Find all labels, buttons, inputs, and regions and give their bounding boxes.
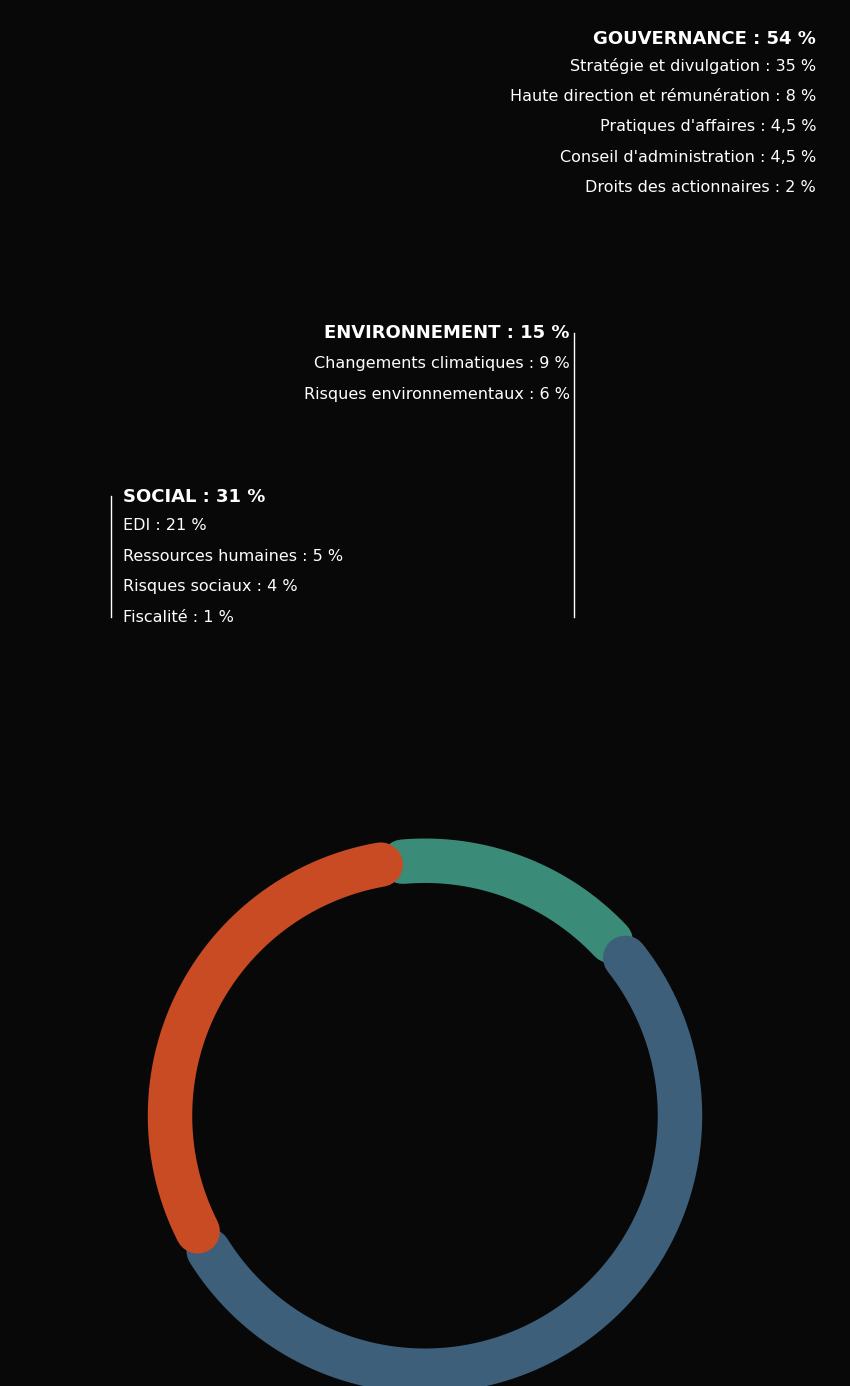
Text: ENVIRONNEMENT : 15 %: ENVIRONNEMENT : 15 % <box>324 324 570 342</box>
Text: Conseil d'administration : 4,5 %: Conseil d'administration : 4,5 % <box>560 150 816 165</box>
Text: Haute direction et rémunération : 8 %: Haute direction et rémunération : 8 % <box>510 89 816 104</box>
Text: SOCIAL : 31 %: SOCIAL : 31 % <box>123 488 265 506</box>
Text: Droits des actionnaires : 2 %: Droits des actionnaires : 2 % <box>586 180 816 195</box>
Text: Ressources humaines : 5 %: Ressources humaines : 5 % <box>123 549 343 564</box>
Text: Risques environnementaux : 6 %: Risques environnementaux : 6 % <box>303 387 570 402</box>
Text: Fiscalité : 1 %: Fiscalité : 1 % <box>123 610 234 625</box>
Text: GOUVERNANCE : 54 %: GOUVERNANCE : 54 % <box>593 30 816 49</box>
Text: Changements climatiques : 9 %: Changements climatiques : 9 % <box>314 356 570 371</box>
Text: EDI : 21 %: EDI : 21 % <box>123 518 207 534</box>
Text: Risques sociaux : 4 %: Risques sociaux : 4 % <box>123 579 298 595</box>
Text: Stratégie et divulgation : 35 %: Stratégie et divulgation : 35 % <box>570 58 816 75</box>
Text: Pratiques d'affaires : 4,5 %: Pratiques d'affaires : 4,5 % <box>599 119 816 134</box>
